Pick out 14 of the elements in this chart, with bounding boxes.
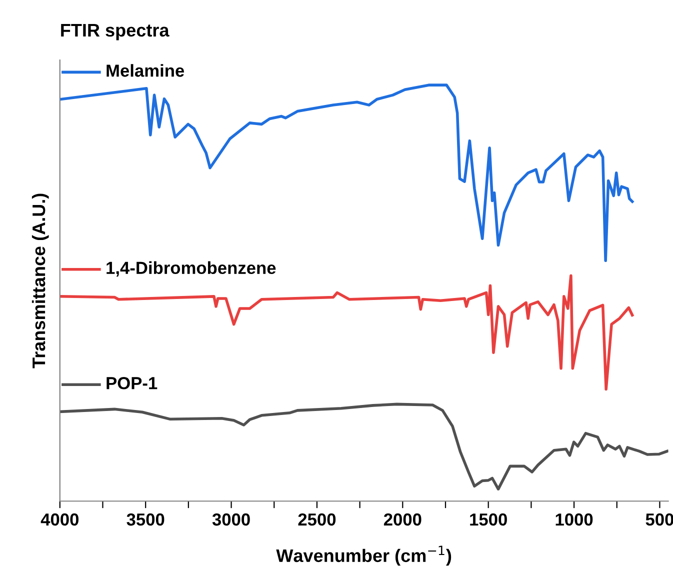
x-tick-label: 1500 (470, 513, 507, 526)
x-tick-label: 2000 (384, 513, 422, 526)
x-tick-label: 500 (646, 513, 673, 526)
chart-title: FTIR spectra (61, 24, 170, 40)
legend-label: POP-1 (106, 377, 158, 390)
x-tick-label: 1000 (556, 513, 593, 526)
legend-label: 1,4-Dibromobenzene (106, 261, 276, 277)
x-tick-label: 3500 (126, 513, 164, 526)
x-tick-label: 2500 (298, 513, 336, 526)
x-tick-label: 3000 (212, 513, 250, 526)
x-tick-label: 4000 (40, 513, 78, 526)
legend-label: Melamine (106, 64, 184, 77)
y-axis-title: Transmittance (A.U.) (32, 194, 49, 368)
x-axis-title: Wavenumber (cm$^{−1}$) (276, 546, 452, 566)
